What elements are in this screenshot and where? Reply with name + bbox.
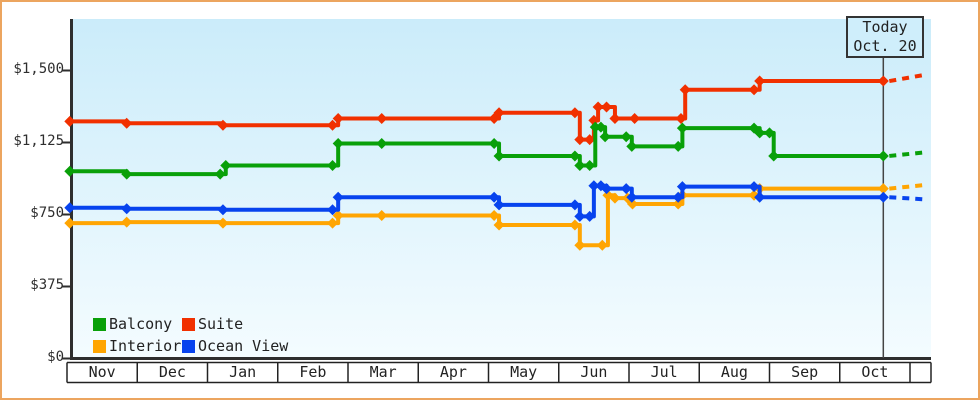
x-axis-month-row: Nov Dec Jan Feb Mar Apr May Jun Jul Aug …: [67, 362, 910, 382]
month-cell-jul: Jul: [650, 363, 678, 381]
legend-label-suite: Suite: [198, 315, 244, 333]
series-line-interior: [69, 186, 884, 248]
today-flag-title: Today: [862, 18, 908, 36]
legend-label-balcony: Balcony: [109, 315, 173, 333]
legend-item-interior: Interior: [93, 337, 182, 355]
legend-item-balcony: Balcony: [93, 315, 182, 333]
month-cell-oct: Oct: [861, 363, 889, 381]
grid-layer: [62, 19, 932, 384]
y-axis-label-1500: $1,500: [13, 61, 64, 77]
month-cell-jun: Jun: [580, 363, 608, 381]
legend-swatch-interior: [93, 339, 106, 353]
y-axis-label-375: $375: [30, 277, 64, 293]
legend: Balcony Suite Interior Ocean View: [93, 313, 288, 357]
month-cell-may: May: [510, 363, 538, 381]
series-forecast-suite: [888, 72, 928, 84]
month-cell-apr: Apr: [439, 363, 467, 381]
legend-swatch-oceanview: [182, 339, 195, 353]
series-layer: [64, 72, 928, 251]
series-forecast-interior: [889, 182, 928, 191]
today-flag-date: Oct. 20: [853, 37, 917, 55]
legend-label-oceanview: Ocean View: [198, 337, 289, 355]
series-markers-interior: [64, 183, 889, 251]
today-flag: Today Oct. 20: [846, 16, 924, 58]
legend-swatch-suite: [182, 317, 195, 331]
month-cell-nov: Nov: [88, 363, 116, 381]
series-forecast-ocean-view: [889, 195, 928, 202]
series-markers-ocean-view: [64, 180, 889, 222]
y-axis-label-1125: $1,125: [13, 133, 64, 149]
y-axis-label-0: $0: [47, 349, 64, 365]
month-cell-jan: Jan: [229, 363, 257, 381]
legend-swatch-balcony: [93, 317, 106, 331]
month-cell-dec: Dec: [158, 363, 186, 381]
legend-row-1: Balcony Suite: [93, 313, 288, 335]
legend-row-2: Interior Ocean View: [93, 335, 288, 357]
legend-item-oceanview: Ocean View: [182, 337, 288, 355]
month-cell-aug: Aug: [720, 363, 748, 381]
month-cell-feb: Feb: [299, 363, 327, 381]
series-forecast-balcony: [889, 150, 928, 158]
legend-label-interior: Interior: [109, 337, 182, 355]
y-axis-label-750: $750: [30, 205, 64, 221]
legend-item-suite: Suite: [182, 315, 243, 333]
month-cell-sep: Sep: [791, 363, 819, 381]
month-cell-mar: Mar: [369, 363, 397, 381]
